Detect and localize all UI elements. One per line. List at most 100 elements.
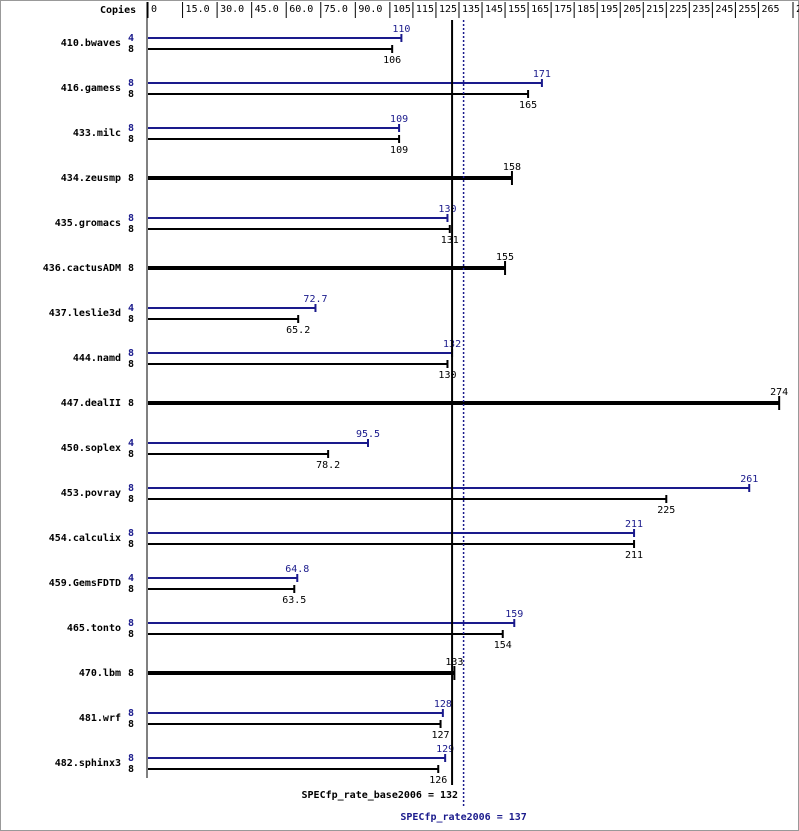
value-label: 72.7 <box>303 294 327 305</box>
benchmark-label: 470.lbm <box>79 668 121 679</box>
bar <box>148 633 503 635</box>
copies-label: 8 <box>128 314 134 325</box>
x-tick-label: 165 <box>531 4 549 15</box>
value-label: 129 <box>436 744 454 755</box>
copies-label: 4 <box>128 33 134 44</box>
copies-header: Copies <box>100 4 136 16</box>
bar <box>148 307 316 309</box>
benchmark-label: 482.sphinx3 <box>55 757 121 769</box>
x-tick-label: 75.0 <box>324 4 348 15</box>
benchmark-label: 447.dealII <box>61 398 121 409</box>
copies-label: 8 <box>128 668 134 679</box>
benchmark-label: 410.bwaves <box>61 38 121 49</box>
copies-label: 8 <box>128 449 134 460</box>
copies-label: 8 <box>128 398 134 409</box>
benchmark-label: 416.gamess <box>61 83 121 94</box>
x-tick-label: 280 <box>796 4 799 15</box>
x-tick-label: 175 <box>554 4 572 15</box>
bar <box>148 622 515 624</box>
value-label: 109 <box>390 114 408 125</box>
copies-label: 8 <box>128 173 134 184</box>
bar <box>148 138 400 140</box>
copies-label: 4 <box>128 573 134 584</box>
value-label: 64.8 <box>285 564 309 575</box>
x-tick-label: 235 <box>692 4 710 15</box>
bar <box>148 487 750 489</box>
x-tick-label: 105 <box>393 4 411 15</box>
value-label: 109 <box>390 145 408 156</box>
x-tick-label: 145 <box>485 4 503 15</box>
copies-label: 8 <box>128 719 134 730</box>
value-label: 171 <box>533 69 551 80</box>
bar <box>148 93 529 95</box>
copies-label: 8 <box>128 618 134 629</box>
x-tick-label: 0 <box>151 4 157 15</box>
copies-label: 4 <box>128 438 134 449</box>
bar <box>148 671 455 675</box>
x-tick-label: 215 <box>646 4 664 15</box>
benchmark-label: 465.tonto <box>67 623 121 634</box>
copies-label: 8 <box>128 89 134 100</box>
x-tick-label: 90.0 <box>358 4 382 15</box>
copies-label: 8 <box>128 123 134 134</box>
benchmark-label: 454.calculix <box>49 532 121 544</box>
value-label: 155 <box>496 252 514 263</box>
bar <box>148 352 453 354</box>
benchmark-label: 481.wrf <box>79 713 121 724</box>
x-tick-label: 185 <box>577 4 595 15</box>
copies-label: 8 <box>128 213 134 224</box>
bar <box>148 48 393 50</box>
copies-label: 8 <box>128 584 134 595</box>
x-tick-label: 195 <box>600 4 618 15</box>
bar <box>148 532 635 534</box>
copies-label: 8 <box>128 78 134 89</box>
bar <box>148 577 298 579</box>
x-tick-label: 15.0 <box>186 4 210 15</box>
benchmark-label: 435.gromacs <box>55 218 121 229</box>
x-tick-label: 135 <box>462 4 480 15</box>
copies-label: 8 <box>128 753 134 764</box>
bar <box>148 757 446 759</box>
x-tick-label: 225 <box>669 4 687 15</box>
value-label: 110 <box>392 24 410 35</box>
value-label: 126 <box>429 775 447 786</box>
copies-label: 8 <box>128 348 134 359</box>
value-label: 78.2 <box>316 460 340 471</box>
bar <box>148 543 635 545</box>
x-tick-label: 30.0 <box>220 4 244 15</box>
value-label: 130 <box>438 204 456 215</box>
x-tick-label: 115 <box>416 4 434 15</box>
x-tick-label: 245 <box>715 4 733 15</box>
copies-label: 8 <box>128 44 134 55</box>
copies-label: 8 <box>128 224 134 235</box>
copies-label: 8 <box>128 708 134 719</box>
value-label: 274 <box>770 387 788 398</box>
bar <box>148 363 448 365</box>
copies-label: 8 <box>128 483 134 494</box>
bar <box>148 588 295 590</box>
bar <box>148 318 299 320</box>
copies-label: 8 <box>128 629 134 640</box>
value-label: 131 <box>441 235 459 246</box>
copies-label: 8 <box>128 528 134 539</box>
copies-label: 4 <box>128 303 134 314</box>
bar <box>148 768 439 770</box>
reference-label: SPECfp_rate_base2006 = 132 <box>302 790 459 801</box>
value-label: 165 <box>519 100 537 111</box>
copies-label: 8 <box>128 263 134 274</box>
benchmark-label: 437.leslie3d <box>49 307 121 319</box>
benchmark-label: 436.cactusADM <box>43 263 121 274</box>
bar <box>148 217 448 219</box>
value-label: 261 <box>740 474 758 485</box>
reference-label: SPECfp_rate2006 = 137 <box>400 812 526 823</box>
x-tick-label: 255 <box>738 4 756 15</box>
value-label: 128 <box>434 699 452 710</box>
bar <box>148 453 329 455</box>
bar <box>148 401 780 405</box>
value-label: 95.5 <box>356 429 380 440</box>
copies-label: 8 <box>128 494 134 505</box>
x-tick-label: 60.0 <box>289 4 313 15</box>
benchmark-label: 433.milc <box>73 127 121 139</box>
benchmark-label: 453.povray <box>61 488 121 499</box>
x-tick-label: 45.0 <box>255 4 279 15</box>
